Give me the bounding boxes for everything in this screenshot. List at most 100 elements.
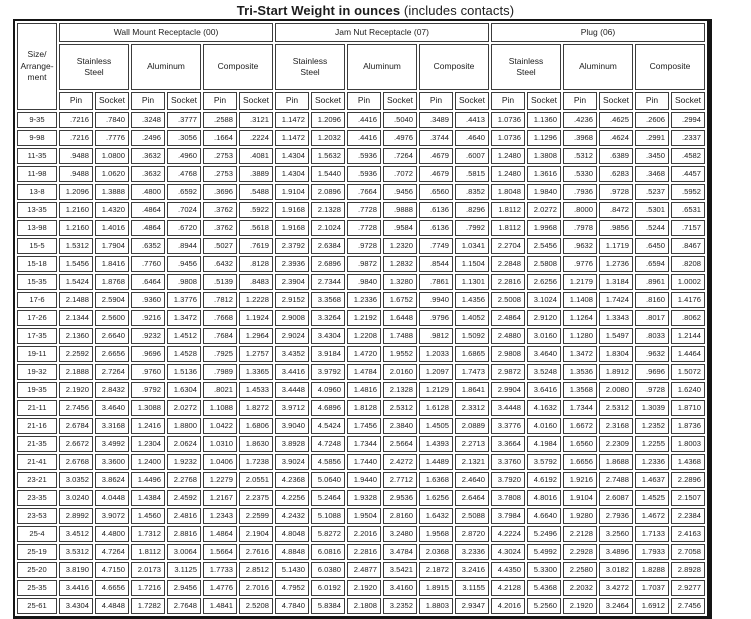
weight-value-cell: 2.7936 — [599, 508, 633, 524]
table-row: 25-20 3.8190 4.7150 2.0173 3.1125 1.7733 2.851… — [17, 562, 705, 578]
weight-value-cell: .7216 — [59, 130, 93, 146]
document-page: Tri-Start Weight in ounces (includes con… — [13, 3, 712, 619]
weight-value-cell: 4.4848 — [95, 598, 129, 614]
weight-value-cell: 4.1984 — [527, 436, 561, 452]
size-arrangement-cell: 15-35 — [17, 274, 57, 290]
weight-value-cell: 2.2309 — [599, 436, 633, 452]
weight-value-cell: 1.7037 — [635, 580, 669, 596]
weight-value-cell: 1.6304 — [167, 382, 201, 398]
weight-value-cell: 3.4304 — [59, 598, 93, 614]
weight-value-cell: 2.5312 — [383, 400, 417, 416]
weight-value-cell: .7978 — [563, 220, 597, 236]
weight-value-cell: .8021 — [203, 382, 237, 398]
weight-value-cell: 2.5456 — [527, 238, 561, 254]
weight-value-cell: 5.1430 — [275, 562, 309, 578]
weight-value-cell: 2.6464 — [455, 490, 489, 506]
weight-value-cell: .4800 — [131, 184, 165, 200]
weight-value-cell: 1.4528 — [167, 346, 201, 362]
weight-value-cell: 2.7344 — [311, 274, 345, 290]
pin-header: Pin — [419, 92, 453, 110]
weight-value-cell: 1.4320 — [95, 202, 129, 218]
weight-value-cell: .7861 — [419, 274, 453, 290]
weight-value-cell: 2.8720 — [455, 526, 489, 542]
weight-value-cell: 3.4640 — [95, 400, 129, 416]
size-arrangement-cell: 11-35 — [17, 148, 57, 164]
weight-value-cell: 3.9024 — [275, 454, 309, 470]
weight-value-cell: 3.3760 — [491, 454, 525, 470]
weight-value-cell: 1.4533 — [239, 382, 273, 398]
size-arrangement-cell: 25-35 — [17, 580, 57, 596]
table-row: 25-4 3.4512 4.4800 1.7312 2.8816 1.4864 2.1904… — [17, 526, 705, 542]
weight-value-cell: 4.8048 — [275, 526, 309, 542]
socket-header: Socket — [599, 92, 633, 110]
weight-value-cell: .5936 — [347, 148, 381, 164]
weight-value-cell: .7749 — [419, 238, 453, 254]
weight-value-cell: 1.8912 — [599, 364, 633, 380]
weight-value-cell: 2.4880 — [491, 328, 525, 344]
group-header-jam-nut-receptacle: Jam Nut Receptacle (07) — [275, 23, 489, 42]
weight-value-cell: 2.0080 — [599, 382, 633, 398]
table-row: 13-8 1.2096 1.3888.4800.6592.3696.5488 1.91… — [17, 184, 705, 200]
weight-value-cell: .8296 — [455, 202, 489, 218]
weight-value-cell: 1.2320 — [383, 238, 417, 254]
weight-value-cell: 1.8048 — [491, 184, 525, 200]
weight-value-cell: .7936 — [563, 184, 597, 200]
weight-value-cell: 1.2336 — [347, 292, 381, 308]
weight-value-cell: 1.4496 — [131, 472, 165, 488]
weight-value-cell: .9696 — [635, 364, 669, 380]
weight-value-cell: .5244 — [635, 220, 669, 236]
page-title-main: Tri-Start Weight in ounces — [236, 3, 401, 18]
weight-value-cell: 1.0310 — [203, 436, 237, 452]
weight-value-cell: 2.1808 — [347, 598, 381, 614]
weight-value-cell: 1.3888 — [95, 184, 129, 200]
weight-value-cell: 1.0406 — [203, 454, 237, 470]
weight-value-cell: 3.3568 — [311, 292, 345, 308]
weight-value-cell: .3121 — [239, 112, 273, 128]
weight-value-cell: .7619 — [239, 238, 273, 254]
weight-value-cell: 3.7920 — [491, 472, 525, 488]
weight-value-cell: 4.3024 — [491, 544, 525, 560]
weight-value-cell: .3489 — [419, 112, 453, 128]
weight-value-cell: .9728 — [347, 238, 381, 254]
weight-value-cell: .6450 — [635, 238, 669, 254]
weight-value-cell: 3.0352 — [59, 472, 93, 488]
weight-value-cell: 2.0368 — [419, 544, 453, 560]
weight-value-cell: 1.9568 — [419, 526, 453, 542]
weight-value-cell: .7024 — [167, 202, 201, 218]
weight-value-cell: .4457 — [671, 166, 705, 182]
weight-value-cell: 4.2224 — [491, 526, 525, 542]
weight-value-cell: 1.9552 — [383, 346, 417, 362]
table-row: 17-35 2.1360 2.6640.9232 1.4512.7684 1.2964 2… — [17, 328, 705, 344]
weight-value-cell: 2.3312 — [455, 400, 489, 416]
weight-value-cell: 3.2352 — [383, 598, 417, 614]
weight-value-cell: 1.6256 — [419, 490, 453, 506]
weight-value-cell: 3.1024 — [527, 292, 561, 308]
weight-value-cell: 3.5421 — [383, 562, 417, 578]
weight-value-cell: .5139 — [203, 274, 237, 290]
weight-value-cell: 3.2480 — [383, 526, 417, 542]
weight-value-cell: 2.2848 — [491, 256, 525, 272]
weight-value-cell: 2.8928 — [671, 562, 705, 578]
weight-value-cell: 5.2496 — [527, 526, 561, 542]
weight-value-cell: 1.8641 — [455, 382, 489, 398]
weight-value-cell: .9872 — [347, 256, 381, 272]
weight-value-cell: 1.8304 — [599, 346, 633, 362]
weight-value-cell: 3.4512 — [59, 526, 93, 542]
weight-value-cell: 1.4816 — [347, 382, 381, 398]
size-arrangement-cell: 15-5 — [17, 238, 57, 254]
weight-value-cell: 1.8128 — [347, 400, 381, 416]
weight-value-cell: 1.3280 — [383, 274, 417, 290]
weight-value-cell: 2.6896 — [311, 256, 345, 272]
weight-value-cell: 1.2480 — [491, 148, 525, 164]
weight-value-cell: .7840 — [95, 112, 129, 128]
weight-value-cell: 3.9712 — [275, 400, 309, 416]
table-row: 9-98.7216.7776.2496.3056.1664.2224 1.1472… — [17, 130, 705, 146]
weight-value-cell: .4236 — [563, 112, 597, 128]
weight-value-cell: 1.4776 — [203, 580, 237, 596]
weight-value-cell: 2.6784 — [59, 418, 93, 434]
weight-value-cell: .9776 — [563, 256, 597, 272]
header-row-groups: Size/ Arrange- ment Wall Mount Receptacl… — [17, 23, 705, 110]
weight-value-cell: 1.1924 — [239, 310, 273, 326]
size-arrangement-cell: 21-35 — [17, 436, 57, 452]
weight-value-cell: 3.8624 — [95, 472, 129, 488]
